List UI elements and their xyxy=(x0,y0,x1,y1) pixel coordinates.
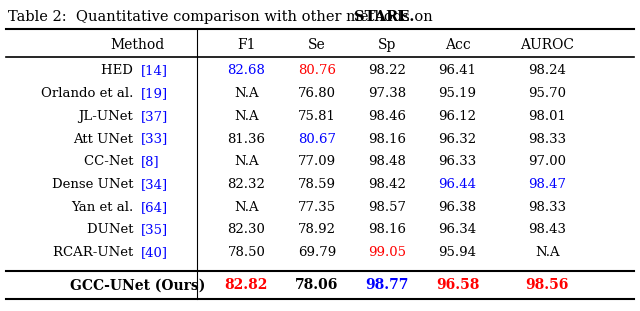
Text: 96.32: 96.32 xyxy=(438,132,477,146)
Text: 98.48: 98.48 xyxy=(368,155,406,168)
Text: 77.35: 77.35 xyxy=(298,201,336,214)
Text: 82.32: 82.32 xyxy=(227,178,266,191)
Text: F1: F1 xyxy=(237,38,255,52)
Text: [37]: [37] xyxy=(141,110,168,123)
Text: Se: Se xyxy=(308,38,326,52)
Text: 82.68: 82.68 xyxy=(227,64,266,77)
Text: 95.70: 95.70 xyxy=(528,87,566,100)
Text: 97.00: 97.00 xyxy=(528,155,566,168)
Text: 98.22: 98.22 xyxy=(368,64,406,77)
Text: CC-Net: CC-Net xyxy=(84,155,138,168)
Text: 96.33: 96.33 xyxy=(438,155,477,168)
Text: STARE.: STARE. xyxy=(354,10,414,24)
Text: 75.81: 75.81 xyxy=(298,110,336,123)
Text: N.A: N.A xyxy=(535,246,559,259)
Text: 98.24: 98.24 xyxy=(528,64,566,77)
Text: N.A: N.A xyxy=(234,87,259,100)
Text: 96.38: 96.38 xyxy=(438,201,477,214)
Text: Dense UNet: Dense UNet xyxy=(52,178,138,191)
Text: 98.77: 98.77 xyxy=(365,278,409,293)
Text: [35]: [35] xyxy=(141,223,168,236)
Text: 98.56: 98.56 xyxy=(525,278,569,293)
Text: Att UNet: Att UNet xyxy=(74,132,138,146)
Text: Orlando et al.: Orlando et al. xyxy=(41,87,138,100)
Text: DUNet: DUNet xyxy=(87,223,138,236)
Text: N.A: N.A xyxy=(234,110,259,123)
Text: 97.38: 97.38 xyxy=(368,87,406,100)
Text: 96.12: 96.12 xyxy=(438,110,477,123)
Text: 78.06: 78.06 xyxy=(295,278,339,293)
Text: 95.19: 95.19 xyxy=(438,87,477,100)
Text: [34]: [34] xyxy=(141,178,168,191)
Text: 78.50: 78.50 xyxy=(227,246,266,259)
Text: GCC-UNet (Ours): GCC-UNet (Ours) xyxy=(70,278,205,293)
Text: 98.16: 98.16 xyxy=(368,132,406,146)
Text: 78.59: 78.59 xyxy=(298,178,336,191)
Text: 96.34: 96.34 xyxy=(438,223,477,236)
Text: 81.36: 81.36 xyxy=(227,132,266,146)
Text: 80.67: 80.67 xyxy=(298,132,336,146)
Text: 99.05: 99.05 xyxy=(368,246,406,259)
Text: Method: Method xyxy=(111,38,164,52)
Text: 98.42: 98.42 xyxy=(368,178,406,191)
Text: [40]: [40] xyxy=(141,246,168,259)
Text: 98.57: 98.57 xyxy=(368,201,406,214)
Text: [19]: [19] xyxy=(141,87,168,100)
Text: HED: HED xyxy=(102,64,138,77)
Text: N.A: N.A xyxy=(234,201,259,214)
Text: 98.16: 98.16 xyxy=(368,223,406,236)
Text: 76.80: 76.80 xyxy=(298,87,336,100)
Text: 77.09: 77.09 xyxy=(298,155,336,168)
Text: RCAR-UNet: RCAR-UNet xyxy=(53,246,138,259)
Text: [8]: [8] xyxy=(141,155,159,168)
Text: 98.47: 98.47 xyxy=(528,178,566,191)
Text: 98.01: 98.01 xyxy=(528,110,566,123)
Text: 95.94: 95.94 xyxy=(438,246,477,259)
Text: Sp: Sp xyxy=(378,38,396,52)
Text: JL-UNet: JL-UNet xyxy=(79,110,138,123)
Text: AUROC: AUROC xyxy=(520,38,574,52)
Text: 98.43: 98.43 xyxy=(528,223,566,236)
Text: 96.44: 96.44 xyxy=(438,178,477,191)
Text: [64]: [64] xyxy=(141,201,168,214)
Text: 96.58: 96.58 xyxy=(436,278,479,293)
Text: Acc: Acc xyxy=(445,38,470,52)
Text: 82.30: 82.30 xyxy=(227,223,266,236)
Text: 98.33: 98.33 xyxy=(528,132,566,146)
Text: [14]: [14] xyxy=(141,64,168,77)
Text: 80.76: 80.76 xyxy=(298,64,336,77)
Text: Yan et al.: Yan et al. xyxy=(71,201,138,214)
Text: N.A: N.A xyxy=(234,155,259,168)
Text: 69.79: 69.79 xyxy=(298,246,336,259)
Text: Table 2:  Quantitative comparison with other methods on: Table 2: Quantitative comparison with ot… xyxy=(8,10,437,24)
Text: 82.82: 82.82 xyxy=(225,278,268,293)
Text: 98.46: 98.46 xyxy=(368,110,406,123)
Text: 78.92: 78.92 xyxy=(298,223,336,236)
Text: 98.33: 98.33 xyxy=(528,201,566,214)
Text: [33]: [33] xyxy=(141,132,168,146)
Text: 96.41: 96.41 xyxy=(438,64,477,77)
